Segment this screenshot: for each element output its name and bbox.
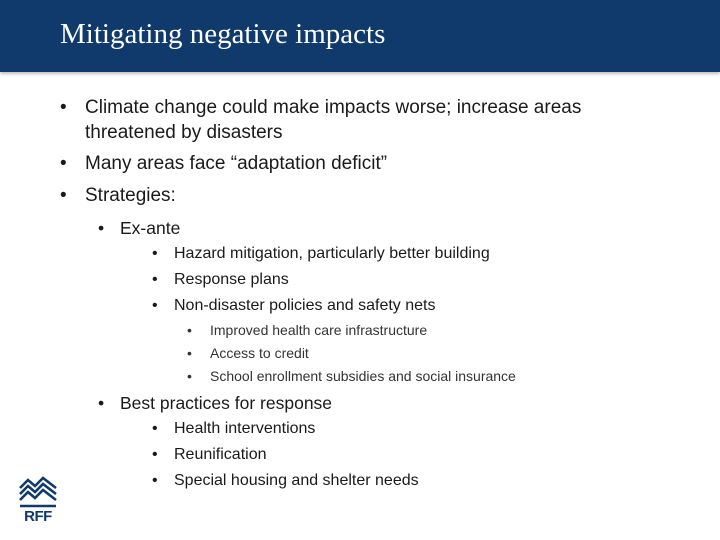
bullet-icon: • bbox=[98, 393, 105, 413]
bullet-icon: • bbox=[152, 245, 158, 262]
bullet-icon: • bbox=[187, 322, 192, 338]
bullet-text: Response plans bbox=[174, 271, 289, 288]
bullet-icon: • bbox=[152, 271, 158, 288]
bullet-text: Many areas face “adaptation deficit” bbox=[85, 153, 388, 174]
bullet-icon: • bbox=[152, 446, 158, 463]
rff-roof-logo-icon bbox=[19, 476, 57, 508]
bullet-icon: • bbox=[152, 420, 158, 437]
bullet-icon: • bbox=[98, 218, 105, 238]
bullet-text: Special housing and shelter needs bbox=[174, 472, 419, 489]
bullet-text: Climate change could make impacts worse;… bbox=[85, 97, 582, 118]
bullet-text: Improved health care infrastructure bbox=[210, 322, 428, 338]
slide-title: Mitigating negative impacts bbox=[60, 18, 386, 50]
bullet-icon: • bbox=[60, 185, 67, 206]
rff-logo: RFF bbox=[16, 474, 60, 526]
bullet-icon: • bbox=[187, 368, 192, 384]
bullet-icon: • bbox=[60, 97, 67, 118]
bullet-icon: • bbox=[187, 345, 192, 361]
bullet-text: Strategies: bbox=[85, 185, 176, 206]
bullet-text: Health interventions bbox=[174, 420, 316, 437]
bullet-icon: • bbox=[152, 297, 158, 314]
logo-text: RFF bbox=[24, 508, 52, 525]
bullet-icon: • bbox=[60, 153, 67, 174]
bullet-text: Non-disaster policies and safety nets bbox=[174, 297, 436, 314]
bullet-text: Hazard mitigation, particularly better b… bbox=[174, 245, 490, 262]
bullet-text: Access to credit bbox=[210, 345, 309, 361]
bullet-text: Best practices for response bbox=[120, 393, 333, 413]
bullet-icon: • bbox=[152, 472, 158, 489]
bullet-text: Reunification bbox=[174, 446, 267, 463]
bullet-text: School enrollment subsidies and social i… bbox=[210, 368, 516, 384]
title-bar: Mitigating negative impacts bbox=[0, 0, 720, 72]
bullet-text-continuation: threatened by disasters bbox=[85, 122, 283, 143]
bullet-text: Ex-ante bbox=[120, 218, 181, 238]
